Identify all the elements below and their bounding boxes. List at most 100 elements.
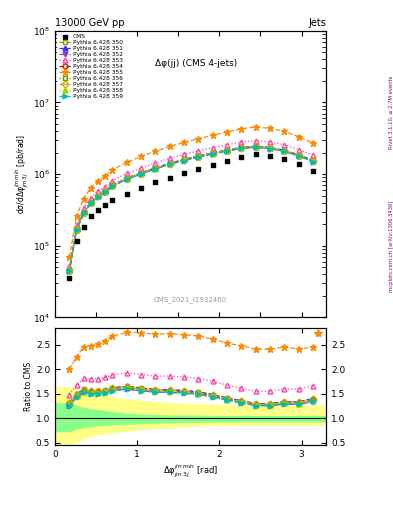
Line: Pythia 6.428 350: Pythia 6.428 350 [67, 144, 316, 272]
Pythia 6.428 359 [268, 145, 272, 152]
Pythia 6.428 357 [311, 158, 316, 164]
Pythia 6.428 359 [167, 161, 172, 167]
Pythia 6.428 358 [88, 200, 93, 206]
Pythia 6.428 353 [196, 148, 201, 154]
Pythia 6.428 355 [67, 254, 72, 260]
Pythia 6.428 351 [88, 199, 93, 205]
Pythia 6.428 357 [253, 143, 258, 150]
Pythia 6.428 354 [253, 144, 258, 150]
Pythia 6.428 353 [103, 183, 108, 189]
CMS [209, 161, 216, 169]
CMS [224, 157, 230, 165]
Pythia 6.428 352 [67, 268, 72, 274]
Pythia 6.428 354 [153, 165, 158, 172]
Pythia 6.428 359 [74, 227, 79, 233]
Text: Δφ(jj) (CMS 4-jets): Δφ(jj) (CMS 4-jets) [155, 59, 237, 69]
Pythia 6.428 354 [311, 158, 316, 164]
Pythia 6.428 358 [125, 176, 129, 182]
Pythia 6.428 351 [96, 193, 101, 199]
Pythia 6.428 358 [153, 165, 158, 172]
Pythia 6.428 358 [74, 227, 79, 233]
Pythia 6.428 353 [296, 146, 301, 153]
Text: CMS_2021_I1932460: CMS_2021_I1932460 [154, 296, 227, 303]
Line: Pythia 6.428 359: Pythia 6.428 359 [67, 145, 316, 274]
CMS [267, 152, 273, 160]
Pythia 6.428 351 [296, 152, 301, 158]
Pythia 6.428 359 [153, 166, 158, 172]
Pythia 6.428 351 [196, 153, 201, 159]
Pythia 6.428 350 [210, 150, 215, 156]
Pythia 6.428 353 [239, 139, 244, 145]
Pythia 6.428 352 [110, 183, 115, 189]
Pythia 6.428 356 [167, 161, 172, 167]
Pythia 6.428 352 [253, 144, 258, 151]
Pythia 6.428 358 [96, 194, 101, 200]
Line: Pythia 6.428 353: Pythia 6.428 353 [67, 138, 316, 269]
Pythia 6.428 354 [196, 154, 201, 160]
Pythia 6.428 352 [167, 161, 172, 167]
Pythia 6.428 351 [210, 150, 215, 156]
Pythia 6.428 354 [296, 153, 301, 159]
Pythia 6.428 357 [196, 153, 201, 159]
Pythia 6.428 356 [282, 148, 287, 154]
Pythia 6.428 359 [67, 268, 72, 274]
Pythia 6.428 358 [311, 158, 316, 164]
Line: Pythia 6.428 356: Pythia 6.428 356 [67, 144, 316, 273]
Pythia 6.428 352 [81, 210, 86, 217]
Pythia 6.428 356 [196, 154, 201, 160]
CMS [181, 169, 187, 178]
Pythia 6.428 358 [268, 145, 272, 152]
Pythia 6.428 359 [103, 189, 108, 196]
Pythia 6.428 359 [139, 171, 143, 177]
Pythia 6.428 355 [139, 154, 143, 160]
Pythia 6.428 355 [110, 167, 115, 173]
Pythia 6.428 350 [282, 147, 287, 154]
Pythia 6.428 353 [268, 139, 272, 145]
Pythia 6.428 354 [125, 176, 129, 182]
Pythia 6.428 355 [196, 136, 201, 142]
Pythia 6.428 355 [88, 185, 93, 191]
Pythia 6.428 356 [96, 193, 101, 199]
Pythia 6.428 352 [88, 200, 93, 206]
Pythia 6.428 358 [253, 144, 258, 150]
Pythia 6.428 353 [182, 152, 186, 158]
Pythia 6.428 350 [225, 147, 230, 153]
Pythia 6.428 358 [103, 189, 108, 195]
Text: Rivet 3.1.10, ≥ 2.7M events: Rivet 3.1.10, ≥ 2.7M events [389, 76, 393, 150]
Pythia 6.428 352 [153, 166, 158, 172]
Pythia 6.428 356 [268, 145, 272, 151]
Pythia 6.428 356 [311, 158, 316, 164]
Pythia 6.428 356 [139, 170, 143, 177]
Pythia 6.428 352 [239, 145, 244, 152]
Pythia 6.428 352 [268, 145, 272, 152]
Pythia 6.428 353 [88, 195, 93, 201]
Legend: CMS, Pythia 6.428 350, Pythia 6.428 351, Pythia 6.428 352, Pythia 6.428 353, Pyt: CMS, Pythia 6.428 350, Pythia 6.428 351,… [57, 32, 125, 101]
Pythia 6.428 357 [167, 161, 172, 167]
Text: Jets: Jets [309, 18, 326, 28]
Pythia 6.428 358 [67, 268, 72, 274]
Pythia 6.428 353 [139, 165, 143, 171]
Pythia 6.428 354 [103, 189, 108, 195]
Pythia 6.428 350 [296, 152, 301, 158]
Pythia 6.428 356 [103, 189, 108, 195]
Pythia 6.428 354 [81, 210, 86, 216]
Pythia 6.428 350 [139, 170, 143, 176]
Pythia 6.428 352 [125, 176, 129, 182]
Pythia 6.428 355 [268, 125, 272, 132]
Pythia 6.428 351 [110, 182, 115, 188]
Line: Pythia 6.428 354: Pythia 6.428 354 [67, 144, 316, 273]
Pythia 6.428 350 [81, 209, 86, 215]
Pythia 6.428 358 [110, 183, 115, 189]
CMS [124, 190, 130, 198]
Pythia 6.428 351 [67, 267, 72, 273]
Pythia 6.428 353 [282, 142, 287, 148]
Pythia 6.428 357 [103, 188, 108, 195]
Pythia 6.428 359 [282, 148, 287, 155]
Pythia 6.428 359 [81, 210, 86, 217]
Pythia 6.428 354 [182, 157, 186, 163]
Pythia 6.428 357 [139, 170, 143, 176]
Pythia 6.428 355 [96, 178, 101, 184]
CMS [167, 174, 173, 182]
Pythia 6.428 353 [153, 160, 158, 166]
Pythia 6.428 352 [196, 154, 201, 160]
